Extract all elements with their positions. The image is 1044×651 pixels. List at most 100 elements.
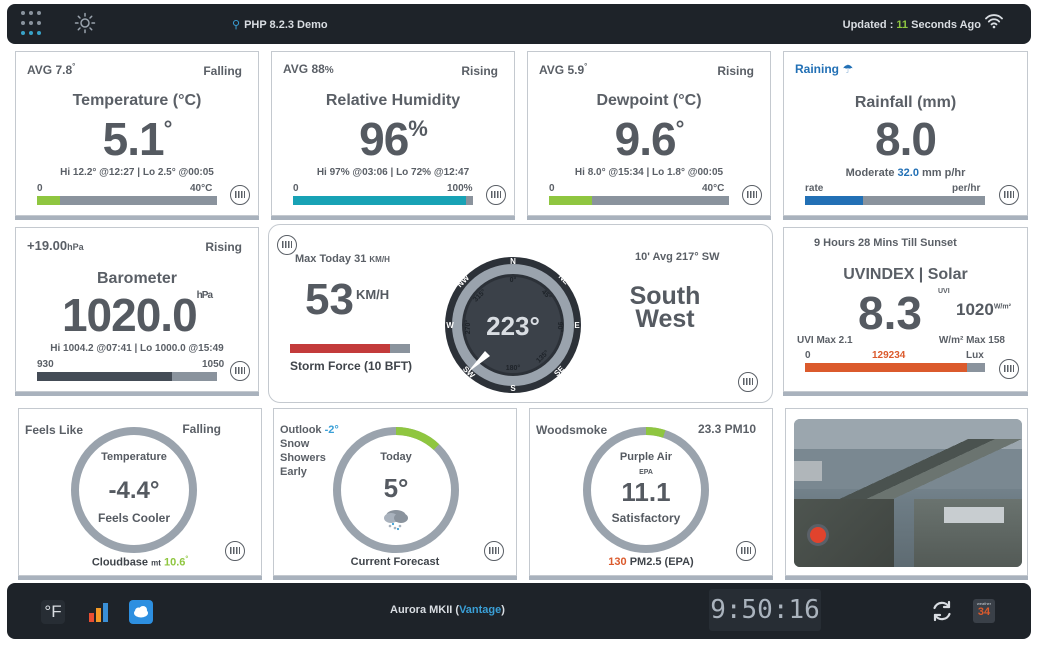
- rainfall-rate: Moderate 32.0 mm p/hr: [845, 167, 966, 179]
- calendar-icon[interactable]: weather 34: [973, 599, 995, 623]
- air-quality-ring: Purple Air EPA 11.1 Satisfactory: [581, 425, 711, 555]
- snow-cloud-icon: [384, 510, 408, 531]
- solar-value: 1020W/m²: [956, 300, 1011, 319]
- dewpoint-avg: AVG 5.9°: [539, 62, 588, 77]
- humidity-chart-icon[interactable]: [486, 185, 506, 205]
- solar-max: W/m² Max 158: [938, 335, 1005, 346]
- dewpoint-card: AVG 5.9° Rising Dewpoint (°C) 9.6° Hi 8.…: [527, 51, 771, 220]
- barometer-change: +19.00hPa: [27, 238, 84, 253]
- air-quality-label: Woodsmoke: [536, 423, 608, 437]
- fahrenheit-toggle-icon[interactable]: °F: [41, 600, 65, 624]
- wind-avg: 10' Avg 217° SW: [635, 251, 720, 263]
- humidity-bar-max: 100%: [447, 183, 473, 194]
- webcam-image[interactable]: [794, 419, 1022, 567]
- wind-direction-degrees: 223°: [486, 311, 540, 341]
- uv-bar: [805, 363, 985, 372]
- temperature-avg: AVG 7.8°: [27, 62, 76, 77]
- epa-label: EPA: [639, 469, 653, 476]
- humidity-bar: [293, 196, 473, 205]
- rainfall-chart-icon[interactable]: [999, 185, 1019, 205]
- feels-like-value: -4.4°: [108, 477, 160, 504]
- wind-direction-pointer: [467, 351, 490, 373]
- temperature-bar-min: 0: [37, 183, 43, 194]
- uv-card: 9 Hours 28 Mins Till Sunset UVINDEX | So…: [783, 227, 1028, 396]
- humidity-bar-fill: [293, 196, 466, 205]
- barometer-hilo: Hi 1004.2 @07:41 | Lo 1000.0 @15:49: [50, 343, 224, 354]
- rainfall-title: Rainfall (mm): [854, 94, 957, 111]
- uv-value: 8.3: [858, 287, 922, 339]
- barometer-value: 1020.0hPa: [61, 289, 213, 341]
- apps-menu-icon[interactable]: [21, 11, 47, 37]
- compass-e: E: [574, 321, 580, 330]
- humidity-avg: AVG 88%: [283, 62, 334, 76]
- dewpoint-bar-min: 0: [549, 183, 555, 194]
- wind-chart-icon[interactable]: [277, 235, 297, 255]
- outlook-chart-icon[interactable]: [484, 541, 504, 561]
- barometer-bar: [37, 372, 217, 381]
- dewpoint-title: Dewpoint (°C): [596, 92, 702, 109]
- dewpoint-hilo: Hi 8.0° @15:34 | Lo 1.8° @00:05: [574, 167, 724, 178]
- humidity-trend: Rising: [461, 64, 498, 78]
- air-quality-card: Woodsmoke 23.3 PM10 Purple Air EPA 11.1 …: [529, 408, 773, 580]
- beaufort-bar-fill: [290, 344, 390, 353]
- barometer-bar-min: 930: [37, 359, 54, 370]
- dewpoint-bar: [549, 196, 729, 205]
- weather-cloud-icon[interactable]: [129, 600, 153, 624]
- feels-like-trend: Falling: [182, 422, 221, 436]
- uv-chart-icon[interactable]: [999, 359, 1019, 379]
- demo-text: PHP 8.2.3 Demo: [244, 19, 328, 31]
- compass-deg-270: 270°: [464, 320, 472, 335]
- wind-max-today: Max Today 31 KM/H: [295, 253, 390, 265]
- location-pin-icon: ⚲: [232, 19, 241, 31]
- dewpoint-chart-icon[interactable]: [742, 185, 762, 205]
- umbrella-icon: ☂: [842, 62, 854, 76]
- barometer-title: Barometer: [96, 270, 178, 287]
- webcam-record-icon[interactable]: [807, 524, 829, 546]
- updated-suffix: Seconds Ago: [908, 19, 981, 31]
- bottom-bar: °F Aurora MKII (Vantage) 9:50:16 weather…: [7, 583, 1031, 639]
- rainfall-bar-max: per/hr: [952, 183, 981, 194]
- uv-bar-mid: 129234: [872, 350, 906, 361]
- rainfall-bar-fill: [805, 196, 863, 205]
- outlook-value: 5°: [383, 473, 409, 503]
- calendar-day: 34: [977, 606, 991, 618]
- humidity-value: 96%: [359, 113, 428, 165]
- humidity-hilo: Hi 97% @03:06 | Lo 72% @12:47: [316, 167, 470, 178]
- charts-icon[interactable]: [86, 600, 110, 624]
- temperature-card: AVG 7.8° Falling Temperature (°C) 5.1° H…: [15, 51, 259, 220]
- compass-s: S: [510, 384, 516, 393]
- beaufort-bar: [290, 344, 410, 353]
- barometer-chart-icon[interactable]: [230, 361, 250, 381]
- temperature-chart-icon[interactable]: [230, 185, 250, 205]
- pm25-value: 130 PM2.5 (EPA): [608, 556, 694, 568]
- feels-like-ring: Temperature -4.4° Feels Cooler: [69, 425, 199, 555]
- rainfall-bar-min: rate: [805, 183, 824, 194]
- rainfall-value: 8.0: [875, 113, 937, 165]
- uv-bar-max: Lux: [966, 350, 984, 361]
- outlook-ring-arc: [333, 427, 459, 553]
- updated-status: Updated : 11 Seconds Ago: [843, 19, 981, 31]
- air-quality-ring-title: Purple Air: [619, 451, 673, 463]
- compass-deg-180: 180°: [506, 364, 521, 372]
- refresh-icon[interactable]: [930, 599, 954, 623]
- wind-speed: 53 KM/H: [305, 275, 390, 324]
- compass-deg-90: 90°: [556, 322, 564, 333]
- uv-bar-fill: [805, 363, 967, 372]
- barometer-bar-fill: [37, 372, 172, 381]
- air-quality-chart-icon[interactable]: [736, 541, 756, 561]
- outlook-ring-title: Today: [380, 451, 412, 463]
- humidity-bar-min: 0: [293, 183, 299, 194]
- temperature-hilo: Hi 12.2° @12:27 | Lo 2.5° @00:05: [60, 167, 214, 178]
- wind-chart-icon-2[interactable]: [738, 372, 758, 392]
- humidity-title: Relative Humidity: [325, 92, 461, 109]
- feels-like-chart-icon[interactable]: [225, 541, 245, 561]
- station-type-link[interactable]: Vantage: [459, 604, 502, 616]
- feels-like-card: Feels Like Falling Temperature -4.4° Fee…: [18, 408, 262, 580]
- temperature-trend: Falling: [203, 64, 242, 78]
- uv-bar-min: 0: [805, 350, 811, 361]
- theme-toggle-icon[interactable]: [74, 12, 96, 34]
- temperature-bar-fill: [37, 196, 60, 205]
- uv-title: UVINDEX | Solar: [843, 266, 968, 283]
- air-quality-value: 11.1: [621, 477, 671, 507]
- barometer-bar-max: 1050: [202, 359, 225, 370]
